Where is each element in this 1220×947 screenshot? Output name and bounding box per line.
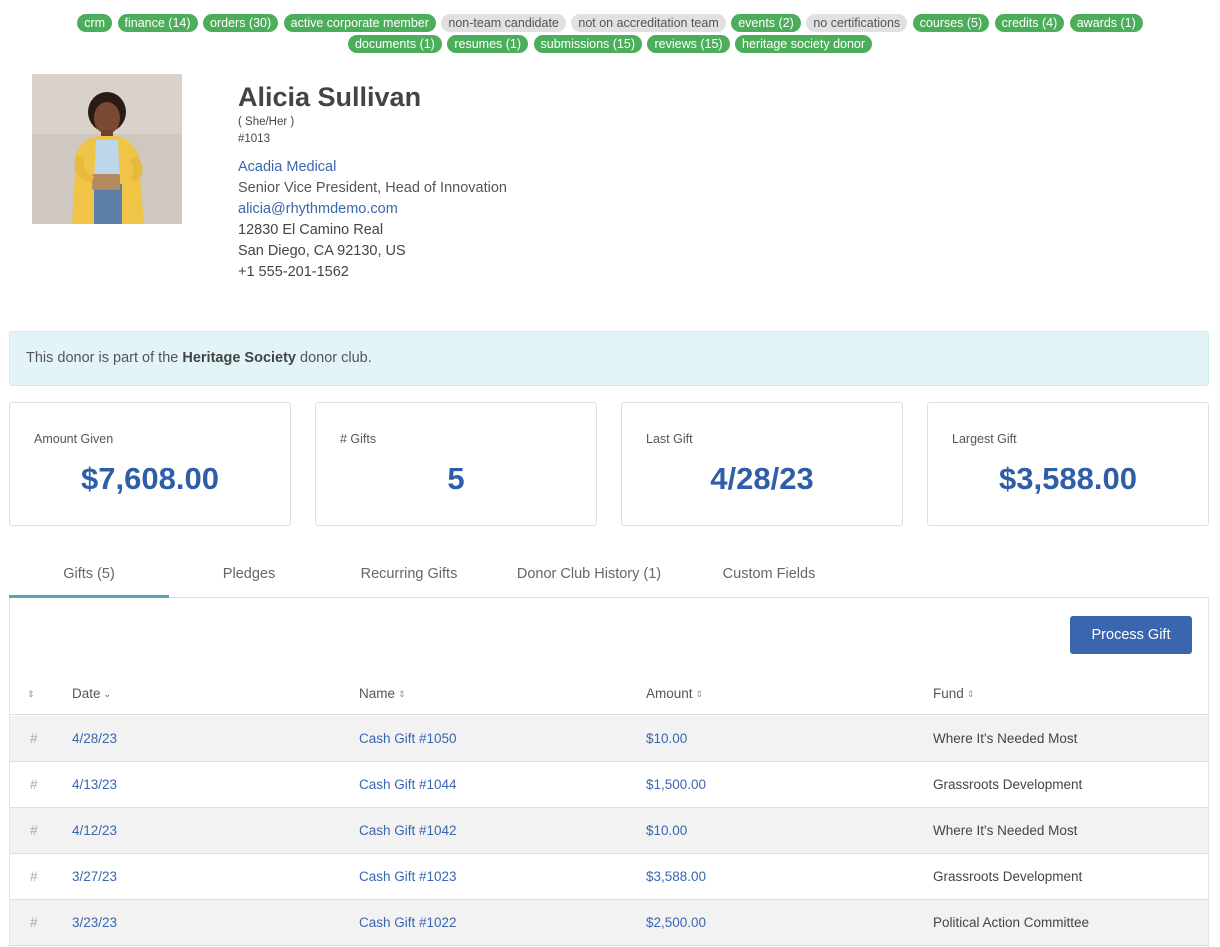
process-gift-button[interactable]: Process Gift [1070,616,1192,654]
column-header-date[interactable]: Date ⌄ [72,676,111,712]
tag-events[interactable]: events (2) [731,14,801,32]
profile-name: Alicia Sullivan [238,82,422,112]
tag-awards[interactable]: awards (1) [1069,14,1143,32]
column-label: Amount [646,686,693,701]
stat-card-amount-given: Amount Given $7,608.00 [9,402,291,526]
stat-label: Largest Gift [952,432,1017,446]
gift-fund: Grassroots Development [933,869,1083,884]
tab-donor-club-history[interactable]: Donor Club History (1) [516,566,662,582]
stat-label: Last Gift [646,432,693,446]
alert-suffix: donor club. [296,350,372,366]
sort-icon: ⇕ [398,689,406,699]
tag-crm[interactable]: crm [77,14,113,32]
chevron-down-icon: ⌄ [103,689,112,699]
tag-non-team-candidate[interactable]: non-team candidate [441,14,566,32]
gift-name-link[interactable]: Cash Gift #1050 [359,731,457,746]
column-label: Fund [933,686,964,701]
tag-finance[interactable]: finance (14) [117,14,198,32]
table-header: ⇕ Date ⌄ Name ⇕ Amount ⇕ Fund ⇕ [10,676,1208,715]
address-line-1: 12830 El Camino Real [238,222,384,238]
gift-fund: Where It's Needed Most [933,731,1078,746]
tab-pledges[interactable]: Pledges [222,566,276,582]
stat-card-largest-gift: Largest Gift $3,588.00 [927,402,1209,526]
gift-amount-link[interactable]: $10.00 [646,731,688,746]
table-row: # 4/13/23 Cash Gift #1044 $1,500.00 Gras… [10,762,1208,808]
profile-info: Alicia Sullivan ( She/Her ) #1013 Acadia… [238,80,507,283]
gift-date-link[interactable]: 3/23/23 [72,915,118,930]
column-label: Name [359,686,396,701]
table-row: # 3/27/23 Cash Gift #1023 $3,588.00 Gras… [10,854,1208,900]
tag-resumes[interactable]: resumes (1) [447,35,529,53]
column-header-fund[interactable]: Fund ⇕ [933,676,974,712]
sort-icon: ⇕ [966,689,975,699]
tag-list: crm finance (14) orders (30) active corp… [0,13,1220,55]
company-link[interactable]: Acadia Medical [238,159,337,175]
donor-club-alert: This donor is part of the Heritage Socie… [9,331,1209,386]
gift-name-link[interactable]: Cash Gift #1022 [359,915,457,930]
gift-fund: Political Action Committee [933,915,1090,930]
tag-courses[interactable]: courses (5) [912,14,990,32]
alert-club-name: Heritage Society [182,350,296,366]
row-number-icon: # [30,777,38,792]
gift-name-link[interactable]: Cash Gift #1023 [359,869,457,884]
stat-value: 5 [447,461,465,496]
row-number-icon: # [30,823,38,838]
gift-date-link[interactable]: 4/28/23 [72,731,118,746]
stat-value: $3,588.00 [999,461,1137,496]
tab-bar: Gifts (5) Pledges Recurring Gifts Donor … [9,552,1209,598]
gift-date-link[interactable]: 4/13/23 [72,777,118,792]
tag-documents[interactable]: documents (1) [347,35,442,53]
email-link[interactable]: alicia@rhythmdemo.com [238,201,398,217]
stat-card-gift-count: # Gifts 5 [315,402,597,526]
phone-number: +1 555-201-1562 [238,264,349,280]
tab-custom-fields[interactable]: Custom Fields [722,566,816,582]
tag-not-on-accreditation-team[interactable]: not on accreditation team [571,14,726,32]
gift-name-link[interactable]: Cash Gift #1044 [359,777,457,792]
stat-label: # Gifts [340,432,377,446]
gifts-panel: Process Gift ⇕ Date ⌄ Name ⇕ Amount ⇕ Fund ⇕… [9,598,1209,947]
gift-fund: Where It's Needed Most [933,823,1078,838]
gift-date-link[interactable]: 3/27/23 [72,869,118,884]
stat-label: Amount Given [34,432,114,446]
table-row: # 4/12/23 Cash Gift #1042 $10.00 Where I… [10,808,1208,854]
person-photo-illustration [32,74,182,224]
sort-icon: ⇕ [695,689,704,699]
gift-amount-link[interactable]: $10.00 [646,823,688,838]
job-title: Senior Vice President, Head of Innovatio… [238,180,507,196]
tag-submissions[interactable]: submissions (15) [533,35,642,53]
tag-orders[interactable]: orders (30) [203,14,279,32]
profile-id: #1013 [238,133,270,145]
table-row: # 3/23/23 Cash Gift #1022 $2,500.00 Poli… [10,900,1208,946]
row-number-icon: # [30,915,38,930]
gift-name-link[interactable]: Cash Gift #1042 [359,823,457,838]
column-header-name[interactable]: Name ⇕ [359,676,406,712]
profile-photo [32,74,182,224]
address-line-2: San Diego, CA 92130, US [238,243,406,259]
tag-heritage-society-donor[interactable]: heritage society donor [735,35,873,53]
gift-date-link[interactable]: 4/12/23 [72,823,118,838]
gift-fund: Grassroots Development [933,777,1083,792]
gift-amount-link[interactable]: $1,500.00 [646,777,707,792]
tag-reviews[interactable]: reviews (15) [647,35,730,53]
stat-card-last-gift: Last Gift 4/28/23 [621,402,903,526]
tag-active-corporate-member[interactable]: active corporate member [283,14,436,32]
alert-prefix: This donor is part of the [26,350,183,366]
tab-recurring-gifts[interactable]: Recurring Gifts [360,566,458,582]
table-row: # 4/28/23 Cash Gift #1050 $10.00 Where I… [10,716,1208,762]
column-label: Date [72,686,101,701]
row-number-icon: # [30,869,38,884]
gift-amount-link[interactable]: $2,500.00 [646,915,707,930]
profile-pronouns: ( She/Her ) [238,116,295,128]
sort-icon[interactable]: ⇕ [27,689,35,699]
stat-value: 4/28/23 [710,461,814,496]
tag-no-certifications[interactable]: no certifications [806,14,908,32]
gift-amount-link[interactable]: $3,588.00 [646,869,707,884]
row-number-icon: # [30,731,38,746]
tag-credits[interactable]: credits (4) [994,14,1065,32]
tab-gifts[interactable]: Gifts (5) [9,552,169,598]
column-header-amount[interactable]: Amount ⇕ [646,676,703,712]
stat-value: $7,608.00 [81,461,219,496]
